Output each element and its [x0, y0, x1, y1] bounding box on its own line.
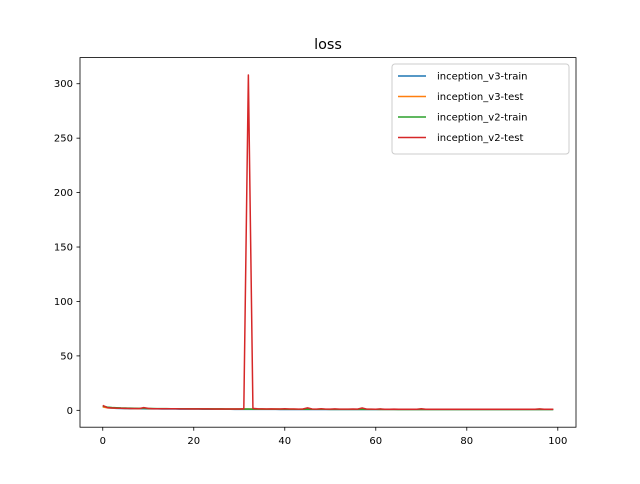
x-tick-label: 40	[278, 436, 291, 447]
axes-frame	[79, 57, 577, 428]
legend-label-2: inception_v3-test	[437, 92, 523, 103]
plot-area	[79, 57, 577, 428]
legend-box	[391, 63, 570, 155]
x-tick-label: 80	[460, 436, 473, 447]
x-tick-label: 100	[548, 436, 567, 447]
y-tick-label: 100	[54, 297, 73, 308]
y-tick-label: 0	[67, 406, 73, 417]
y-tick-label: 150	[54, 243, 73, 254]
chart-title: loss	[314, 37, 342, 53]
series-layer	[102, 74, 554, 411]
y-axis: 0 50 100 150 200 250 300	[54, 79, 80, 417]
legend-label-1: inception_v3-train	[437, 72, 527, 83]
legend-label-4: inception_v2-test	[437, 133, 523, 144]
y-tick-label: 300	[54, 79, 73, 90]
legend: inception_v3-train inception_v3-testincep…	[391, 63, 570, 155]
y-tick-label: 50	[60, 351, 73, 362]
x-tick-label: 0	[100, 436, 106, 447]
x-axis: 0 20 40 60 80 100	[100, 427, 567, 447]
series-line-4	[102, 74, 554, 410]
y-tick-label: 200	[54, 188, 73, 199]
x-tick-label: 60	[369, 436, 382, 447]
y-tick-label: 250	[54, 134, 73, 145]
legend-label-3: inception_v2-train	[437, 113, 527, 124]
x-tick-label: 20	[187, 436, 200, 447]
